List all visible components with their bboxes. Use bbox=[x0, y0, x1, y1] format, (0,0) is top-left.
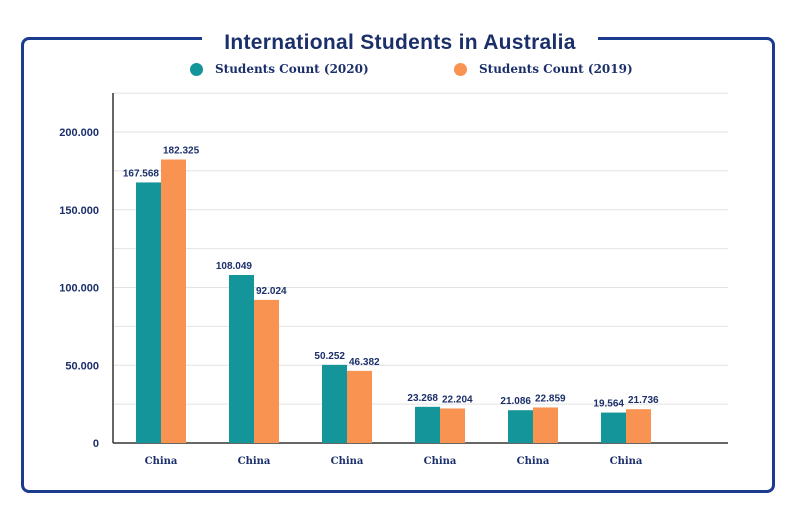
chart-title-wrap: International Students in Australia bbox=[0, 20, 800, 57]
x-tick-label: China bbox=[424, 456, 457, 467]
bar bbox=[626, 409, 651, 443]
y-tick-label: 200.000 bbox=[59, 127, 99, 139]
bar bbox=[229, 274, 254, 443]
y-tick-label: 150.000 bbox=[59, 205, 99, 217]
x-tick-label: China bbox=[517, 456, 550, 467]
bar bbox=[601, 412, 626, 443]
bar bbox=[136, 182, 161, 443]
data-label: 108.049 bbox=[216, 261, 253, 272]
data-label: 182.325 bbox=[163, 145, 200, 156]
data-label: 22.859 bbox=[535, 393, 566, 404]
legend-item-2019: Students Count (2019) bbox=[454, 62, 633, 76]
data-label: 92.024 bbox=[256, 286, 287, 297]
data-label: 19.564 bbox=[593, 399, 624, 410]
chart-title: International Students in Australia bbox=[202, 31, 598, 55]
bar bbox=[322, 364, 347, 443]
bar bbox=[161, 159, 186, 443]
legend-label-2020: Students Count (2020) bbox=[215, 62, 369, 76]
x-tick-label: China bbox=[145, 456, 178, 467]
x-tick-label: China bbox=[610, 456, 643, 467]
legend-swatch-2019 bbox=[454, 62, 467, 76]
legend: Students Count (2020) Students Count (20… bbox=[0, 62, 800, 82]
data-label: 46.382 bbox=[349, 357, 380, 368]
data-label: 21.736 bbox=[628, 395, 659, 406]
bar bbox=[440, 408, 465, 443]
bar bbox=[508, 410, 533, 443]
data-label: 21.086 bbox=[500, 396, 531, 407]
legend-label-2019: Students Count (2019) bbox=[479, 62, 633, 76]
data-label: 22.204 bbox=[442, 394, 473, 405]
bar bbox=[254, 299, 279, 443]
data-label: 167.568 bbox=[123, 168, 160, 179]
x-tick-label: China bbox=[331, 456, 364, 467]
y-tick-label: 100.000 bbox=[59, 283, 99, 295]
bar bbox=[533, 407, 558, 443]
bar bbox=[347, 370, 372, 443]
bar bbox=[415, 406, 440, 443]
data-label: 50.252 bbox=[314, 351, 345, 362]
legend-item-2020: Students Count (2020) bbox=[190, 62, 369, 76]
x-tick-label: China bbox=[238, 456, 271, 467]
legend-swatch-2020 bbox=[190, 62, 203, 76]
y-tick-label: 50.000 bbox=[65, 360, 99, 372]
data-label: 23.268 bbox=[407, 393, 438, 404]
y-tick-label: 0 bbox=[93, 438, 99, 450]
